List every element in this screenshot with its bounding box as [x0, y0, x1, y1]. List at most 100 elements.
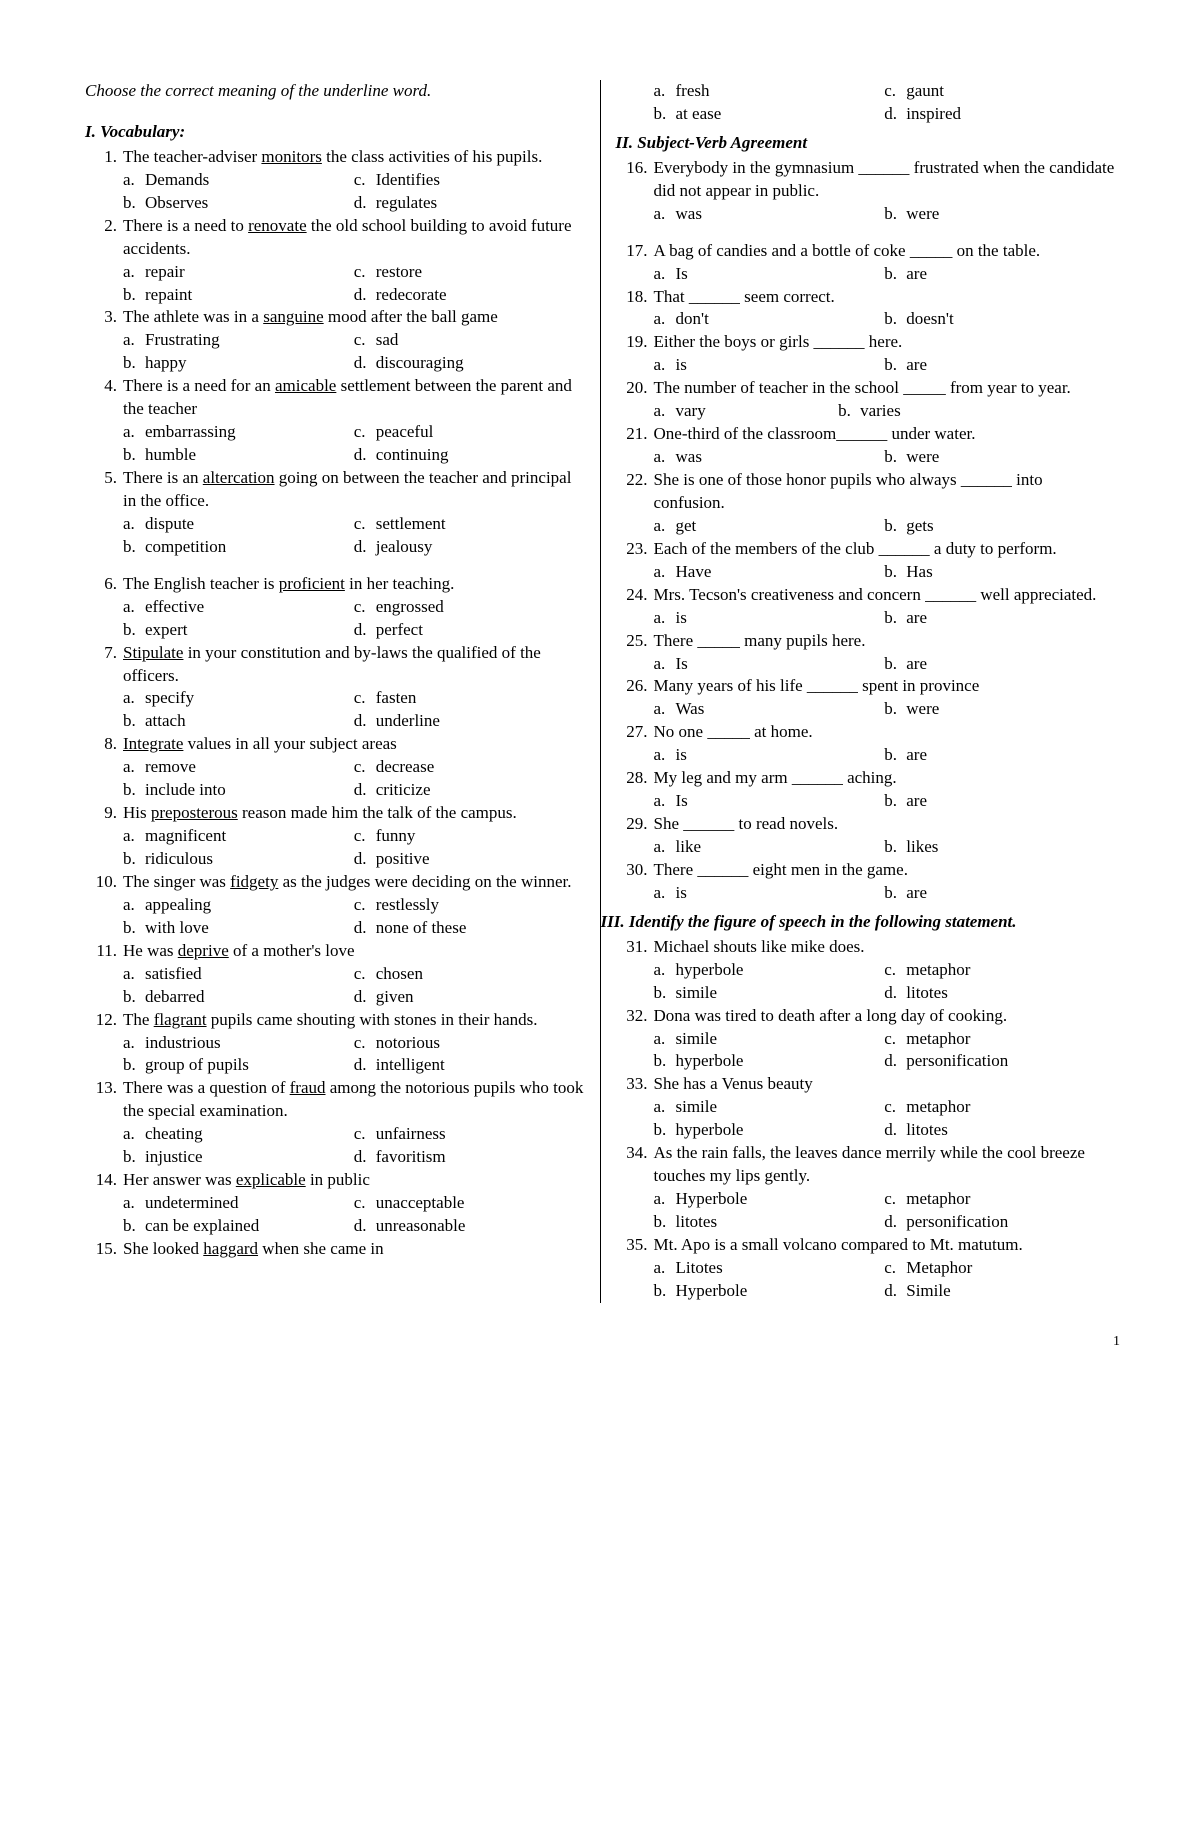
- question-10: 10. The singer was fidgety as the judges…: [95, 871, 585, 894]
- question-text: Either the boys or girls ______ here.: [654, 331, 1116, 354]
- options: a.remove c.decrease b.include into d.cri…: [123, 756, 585, 802]
- option-b: b.are: [884, 744, 1115, 767]
- question-text: My leg and my arm ______ aching.: [654, 767, 1116, 790]
- question-number: 20.: [626, 377, 654, 400]
- question-text: No one _____ at home.: [654, 721, 1116, 744]
- right-column: a.fresh c.gaunt b.at ease d.inspired II.…: [601, 80, 1131, 1303]
- question-text: Mt. Apo is a small volcano compared to M…: [654, 1234, 1116, 1257]
- option-a: a.remove: [123, 756, 354, 779]
- question-31: 31.Michael shouts like mike does.: [626, 936, 1116, 959]
- option-d: d.underline: [354, 710, 585, 733]
- option-d: d.personification: [884, 1211, 1115, 1234]
- question-20: 20.The number of teacher in the school _…: [626, 377, 1116, 400]
- question-text: Each of the members of the club ______ a…: [654, 538, 1116, 561]
- options: a.Was b.were: [654, 698, 1116, 721]
- option-a: a.cheating: [123, 1123, 354, 1146]
- question-number: 34.: [626, 1142, 654, 1188]
- option-d: d.none of these: [354, 917, 585, 940]
- question-number: 14.: [95, 1169, 123, 1192]
- question-number: 24.: [626, 584, 654, 607]
- option-a: a.hyperbole: [654, 959, 885, 982]
- option-d: d.litotes: [884, 1119, 1115, 1142]
- question-text: Stipulate in your constitution and by-la…: [123, 642, 585, 688]
- question-9: 9. His preposterous reason made him the …: [95, 802, 585, 825]
- question-35: 35.Mt. Apo is a small volcano compared t…: [626, 1234, 1116, 1257]
- question-number: 31.: [626, 936, 654, 959]
- option-a: a.is: [654, 744, 885, 767]
- question-number: 30.: [626, 859, 654, 882]
- option-d: d.favoritism: [354, 1146, 585, 1169]
- options: a.Demands c.Identifies b.Observes d.regu…: [123, 169, 585, 215]
- question-text: The teacher-adviser monitors the class a…: [123, 146, 585, 169]
- question-number: 15.: [95, 1238, 123, 1261]
- options: a.dispute c.settlement b.competition d.j…: [123, 513, 585, 559]
- option-c: c.metaphor: [884, 959, 1115, 982]
- option-b: b.group of pupils: [123, 1054, 354, 1077]
- option-b: b.happy: [123, 352, 354, 375]
- question-16: 16.Everybody in the gymnasium ______ fru…: [626, 157, 1116, 203]
- question-number: 12.: [95, 1009, 123, 1032]
- question-4: 4. There is a need for an amicable settl…: [95, 375, 585, 421]
- question-text: The athlete was in a sanguine mood after…: [123, 306, 585, 329]
- option-c: c.peaceful: [354, 421, 585, 444]
- option-b: b.competition: [123, 536, 354, 559]
- option-c: c.unfairness: [354, 1123, 585, 1146]
- instruction-text: Choose the correct meaning of the underl…: [85, 80, 585, 103]
- question-text: There _____ many pupils here.: [654, 630, 1116, 653]
- options: a.vary b.varies: [654, 400, 1116, 423]
- option-d: d.criticize: [354, 779, 585, 802]
- question-number: 16.: [626, 157, 654, 203]
- option-a: a.appealing: [123, 894, 354, 917]
- question-text: There is an altercation going on between…: [123, 467, 585, 513]
- question-text: Everybody in the gymnasium ______ frustr…: [654, 157, 1116, 203]
- option-b: b.Has: [884, 561, 1115, 584]
- section-3-heading: III. Identify the figure of speech in th…: [601, 911, 1116, 934]
- options: a.don't b.doesn't: [654, 308, 1116, 331]
- option-d: d.jealousy: [354, 536, 585, 559]
- left-column: Choose the correct meaning of the underl…: [70, 80, 601, 1303]
- options: a.cheating c.unfairness b.injustice d.fa…: [123, 1123, 585, 1169]
- option-c: c.Identifies: [354, 169, 585, 192]
- option-a: a.effective: [123, 596, 354, 619]
- option-c: c.metaphor: [884, 1188, 1115, 1211]
- section-1-heading: I. Vocabulary:: [85, 121, 585, 144]
- question-number: 6.: [95, 573, 123, 596]
- question-text: Many years of his life ______ spent in p…: [654, 675, 1116, 698]
- question-text: She ______ to read novels.: [654, 813, 1116, 836]
- option-c: c.funny: [354, 825, 585, 848]
- option-c: c.unacceptable: [354, 1192, 585, 1215]
- spacer: [616, 226, 1116, 240]
- options: a.appealing c.restlessly b.with love d.n…: [123, 894, 585, 940]
- option-a: a.is: [654, 354, 885, 377]
- option-b: b.are: [884, 790, 1115, 813]
- question-text: Michael shouts like mike does.: [654, 936, 1116, 959]
- option-a: a.repair: [123, 261, 354, 284]
- question-number: 1.: [95, 146, 123, 169]
- option-c: c.chosen: [354, 963, 585, 986]
- option-a: a.Frustrating: [123, 329, 354, 352]
- question-text: There is a need to renovate the old scho…: [123, 215, 585, 261]
- option-a: a.Is: [654, 263, 885, 286]
- question-text: His preposterous reason made him the tal…: [123, 802, 585, 825]
- option-c: c.metaphor: [884, 1096, 1115, 1119]
- option-a: a.was: [654, 446, 885, 469]
- question-25: 25.There _____ many pupils here.: [626, 630, 1116, 653]
- question-number: 25.: [626, 630, 654, 653]
- question-text: There was a question of fraud among the …: [123, 1077, 585, 1123]
- question-30: 30.There ______ eight men in the game.: [626, 859, 1116, 882]
- options: a.Is b.are: [654, 263, 1116, 286]
- question-24: 24.Mrs. Tecson's creativeness and concer…: [626, 584, 1116, 607]
- option-b: b.are: [884, 882, 1115, 905]
- question-text: Mrs. Tecson's creativeness and concern _…: [654, 584, 1116, 607]
- option-c: c.settlement: [354, 513, 585, 536]
- question-text: The English teacher is proficient in her…: [123, 573, 585, 596]
- option-a: a.is: [654, 607, 885, 630]
- question-14: 14. Her answer was explicable in public: [95, 1169, 585, 1192]
- option-b: b.Observes: [123, 192, 354, 215]
- options: a.like b.likes: [654, 836, 1116, 859]
- question-number: 22.: [626, 469, 654, 515]
- question-number: 10.: [95, 871, 123, 894]
- option-c: c.restore: [354, 261, 585, 284]
- option-a: a.embarrassing: [123, 421, 354, 444]
- question-text: She has a Venus beauty: [654, 1073, 1116, 1096]
